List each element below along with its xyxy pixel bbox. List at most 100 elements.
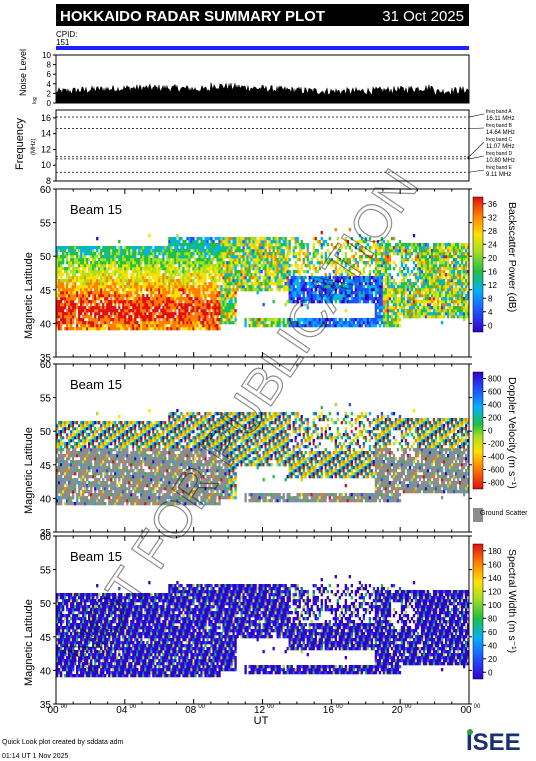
radar-cell <box>324 321 327 325</box>
radar-cell <box>346 240 349 244</box>
radar-cell <box>392 288 396 292</box>
radar-cell <box>82 291 85 295</box>
radar-cell <box>432 285 436 289</box>
radar-cell <box>204 279 207 283</box>
radar-cell <box>384 246 388 250</box>
radar-cell <box>94 297 97 301</box>
radar-cell <box>74 424 77 428</box>
radar-cell <box>250 324 253 328</box>
radar-cell <box>120 267 123 271</box>
radar-cell <box>384 264 388 268</box>
radar-cell <box>64 246 67 250</box>
radar-cell <box>116 300 119 304</box>
radar-cell <box>94 285 97 289</box>
radar-cell <box>376 291 380 295</box>
radar-cell <box>312 285 315 289</box>
radar-cell <box>198 285 201 289</box>
radar-cell <box>178 279 181 283</box>
radar-cell <box>128 261 131 265</box>
radar-cell <box>452 315 456 319</box>
radar-cell <box>436 252 440 256</box>
radar-cell <box>204 318 207 322</box>
radar-cell <box>250 273 253 277</box>
radar-cell <box>72 306 75 310</box>
radar-cell <box>98 246 101 250</box>
radar-cell <box>326 297 329 301</box>
radar-cell <box>172 327 175 331</box>
radar-cell <box>228 270 231 274</box>
radar-cell <box>284 261 287 265</box>
radar-cell <box>194 300 197 304</box>
radar-cell <box>400 297 404 301</box>
radar-cell <box>368 276 372 280</box>
radar-cell <box>102 315 105 319</box>
radar-cell <box>74 448 77 452</box>
radar-cell <box>70 279 73 283</box>
radar-cell <box>102 267 105 271</box>
radar-cell <box>114 303 117 307</box>
radar-cell <box>82 475 85 479</box>
radar-cell <box>454 264 458 268</box>
radar-cell <box>98 252 101 256</box>
radar-cell <box>138 261 141 265</box>
radar-cell <box>190 318 193 322</box>
radar-cell <box>358 318 362 322</box>
radar-cell <box>208 258 211 262</box>
radar-cell <box>226 279 229 283</box>
radar-cell <box>126 300 129 304</box>
radar-cell <box>190 321 193 325</box>
radar-cell <box>208 282 211 286</box>
radar-cell <box>104 267 107 271</box>
radar-cell <box>264 276 267 280</box>
radar-cell <box>380 264 384 268</box>
radar-cell <box>244 243 247 247</box>
radar-cell <box>204 303 207 307</box>
radar-cell <box>198 297 201 301</box>
radar-cell <box>110 324 113 328</box>
radar-cell <box>288 321 291 325</box>
radar-cell <box>180 318 183 322</box>
radar-cell <box>384 291 388 295</box>
radar-cell <box>128 312 131 316</box>
radar-cell <box>218 261 221 265</box>
radar-cell <box>292 282 295 286</box>
radar-cell <box>62 261 65 265</box>
radar-cell <box>362 270 366 274</box>
radar-cell <box>376 306 380 310</box>
radar-cell <box>448 285 452 289</box>
radar-cell <box>456 315 460 319</box>
radar-cell <box>80 249 83 253</box>
radar-cell <box>262 303 265 307</box>
radar-cell <box>426 291 430 295</box>
radar-cell <box>126 303 129 307</box>
radar-cell <box>380 321 384 325</box>
radar-cell <box>144 288 147 292</box>
radar-cell <box>174 288 177 292</box>
radar-cell <box>264 273 267 277</box>
radar-cell <box>214 291 217 295</box>
radar-cell <box>94 258 97 262</box>
radar-cell <box>68 267 71 271</box>
radar-cell <box>126 276 129 280</box>
radar-cell <box>200 294 203 298</box>
radar-cell <box>402 243 406 247</box>
radar-cell <box>467 264 470 268</box>
radar-cell <box>68 493 71 497</box>
radar-cell <box>220 264 223 268</box>
radar-cell <box>122 255 125 259</box>
radar-cell <box>94 273 97 277</box>
radar-cell <box>70 285 73 289</box>
radar-cell <box>442 309 446 313</box>
radar-cell <box>172 243 175 247</box>
radar-cell <box>330 288 333 292</box>
radar-cell <box>72 496 75 500</box>
radar-cell <box>396 243 400 247</box>
radar-cell <box>392 285 396 289</box>
radar-cell <box>304 288 307 292</box>
radar-cell <box>112 264 115 268</box>
radar-cell <box>416 276 420 280</box>
radar-cell <box>216 294 219 298</box>
radar-cell <box>176 282 179 286</box>
radar-cell <box>118 297 121 301</box>
radar-cell <box>106 321 109 325</box>
